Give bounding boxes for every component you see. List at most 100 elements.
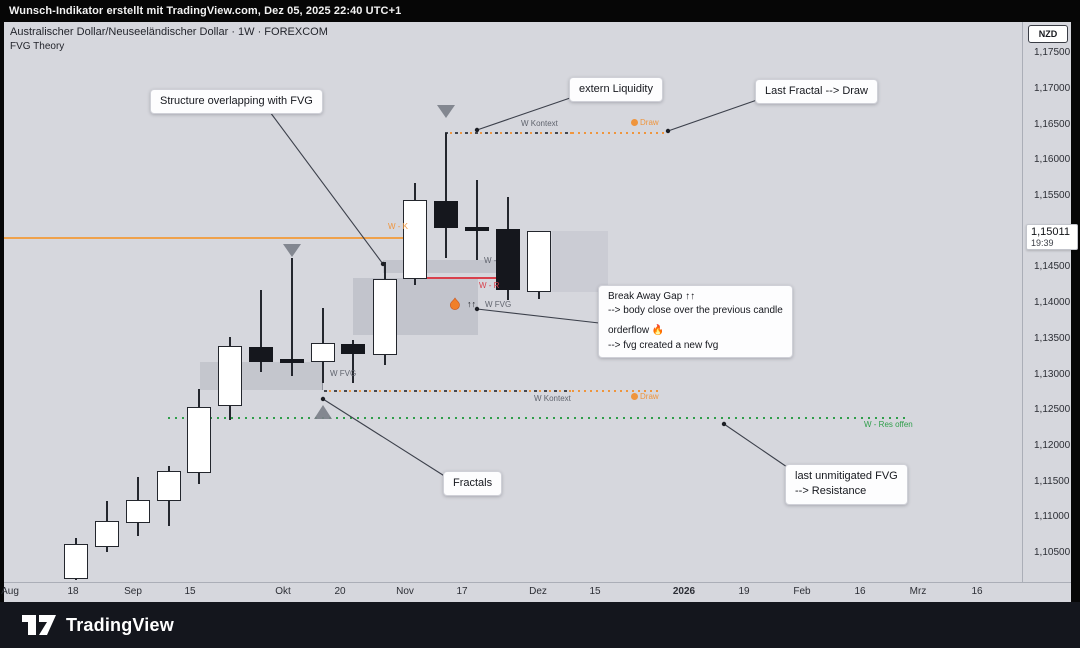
price-tick: 1,14000 xyxy=(1034,297,1071,308)
candle-body xyxy=(496,229,520,290)
candle-body xyxy=(527,231,551,292)
price-tick: 1,16000 xyxy=(1034,154,1071,165)
hline-w-kontext-line-a[interactable] xyxy=(324,390,572,392)
chart-label: ↑↑ xyxy=(467,299,476,309)
candle-body xyxy=(95,521,119,547)
candle-body xyxy=(403,200,427,279)
candle-wick xyxy=(260,290,262,372)
candle xyxy=(218,337,242,420)
tradingview-logo-icon[interactable] xyxy=(22,614,56,636)
symbol-title[interactable]: Australischer Dollar/Neuseeländischer Do… xyxy=(10,26,328,38)
callout-last-fractal[interactable]: Last Fractal --> Draw xyxy=(755,79,878,105)
candle xyxy=(157,466,181,526)
candle xyxy=(341,340,365,383)
time-tick: Okt xyxy=(275,586,291,597)
time-tick: Dez xyxy=(529,586,547,597)
callout-text-line: Fractals xyxy=(453,477,493,489)
candle-wick xyxy=(445,133,447,258)
time-tick: 20 xyxy=(334,586,346,597)
candle-body xyxy=(341,344,365,354)
indicator-title[interactable]: FVG Theory xyxy=(10,41,65,52)
time-tick: Mrz xyxy=(909,586,927,597)
candle-body xyxy=(373,279,397,355)
time-tick: Feb xyxy=(793,586,811,597)
price-tick: 1,12000 xyxy=(1034,440,1071,451)
time-tick: 17 xyxy=(456,586,468,597)
callout-text-line: --> Resistance xyxy=(795,485,867,498)
hline-w-kontext-line-b[interactable] xyxy=(572,390,660,392)
chart-label: W - K xyxy=(388,222,408,231)
candle-body xyxy=(64,544,88,579)
hline-w-res-offen-line[interactable] xyxy=(168,417,908,419)
callout-text-line: Last Fractal --> Draw xyxy=(765,85,868,97)
candle-body xyxy=(218,346,242,406)
fvg-box-w-fvg-upper[interactable] xyxy=(383,260,497,273)
chart-label: W Kontext xyxy=(534,394,571,403)
price-tick: 1,17000 xyxy=(1034,83,1071,94)
callout-fractals[interactable]: Fractals xyxy=(443,471,503,497)
candle-wick xyxy=(352,340,354,383)
candle-body xyxy=(126,500,150,523)
price-tick: 1,12500 xyxy=(1034,404,1071,415)
candle xyxy=(465,180,489,260)
draw-dot-icon xyxy=(631,393,638,400)
hline-extern-liquidity-line-a[interactable] xyxy=(445,132,572,134)
hline-w-kontext-solid[interactable] xyxy=(4,237,403,239)
candle-body xyxy=(187,407,211,473)
callout-structure[interactable]: Structure overlapping with FVG xyxy=(150,89,323,115)
candle xyxy=(95,501,119,552)
last-price-time: 19:39 xyxy=(1031,238,1054,248)
price-tick: 1,13000 xyxy=(1034,369,1071,380)
candle xyxy=(527,231,551,299)
callout-text-line: Structure overlapping with FVG xyxy=(160,95,313,107)
time-tick: 16 xyxy=(971,586,983,597)
hline-w-res-line[interactable] xyxy=(425,277,500,279)
price-tick: 1,14500 xyxy=(1034,261,1071,272)
callout-unmitigated-fvg[interactable]: last unmitigated FVG --> Resistance xyxy=(785,464,908,505)
candle-body xyxy=(311,343,335,362)
callout-text-line: --> body close over the previous candle xyxy=(608,305,783,317)
fvg-box-break-away-gap-box[interactable] xyxy=(353,278,478,335)
callout-text-line: orderflow 🔥 xyxy=(608,325,665,337)
currency-button[interactable]: NZD xyxy=(1028,25,1068,43)
draw-dot-icon xyxy=(631,119,638,126)
candle xyxy=(280,258,304,376)
chart-label: W Kontext xyxy=(521,119,558,128)
last-price-value: 1,15011 xyxy=(1031,226,1070,238)
time-tick: Sep xyxy=(124,586,142,597)
last-price-tag: 1,15011 19:39 xyxy=(1026,224,1078,250)
candle xyxy=(187,389,211,484)
candle xyxy=(64,538,88,580)
callout-break-away-gap[interactable]: Break Away Gap ↑↑ --> body close over the… xyxy=(598,285,793,358)
candle-body xyxy=(465,227,489,231)
price-tick: 1,15500 xyxy=(1034,190,1071,201)
chart-label: Draw xyxy=(631,119,659,127)
price-tick: 1,11500 xyxy=(1034,476,1070,487)
callout-extern-liquidity[interactable]: extern Liquidity xyxy=(569,77,663,103)
callout-text-line: last unmitigated FVG xyxy=(795,470,898,482)
candle xyxy=(373,262,397,365)
price-tick: 1,11000 xyxy=(1034,511,1070,522)
callout-text-line: Break Away Gap ↑↑ xyxy=(608,291,696,302)
chart-legend: Australischer Dollar/Neuseeländischer Do… xyxy=(10,26,328,52)
time-tick: 19 xyxy=(738,586,750,597)
price-tick: 1,10500 xyxy=(1034,547,1071,558)
chart-label: Draw xyxy=(631,393,659,401)
hline-extern-liquidity-line-b[interactable] xyxy=(572,132,668,134)
callout-text-line: --> fvg created a new fvg xyxy=(608,339,719,351)
candle-wick xyxy=(476,180,478,260)
price-tick: 1,17500 xyxy=(1034,47,1071,58)
chart-label: W - R xyxy=(479,281,500,290)
time-tick: 2026 xyxy=(672,586,696,597)
candle xyxy=(249,290,273,372)
fvg-box-current-fvg-box[interactable] xyxy=(552,231,608,292)
callout-text-line: extern Liquidity xyxy=(579,83,653,95)
tradingview-brand[interactable]: TradingView xyxy=(66,614,174,635)
attribution-bar: Wunsch-Indikator erstellt mit TradingVie… xyxy=(0,0,1080,22)
candle xyxy=(311,308,335,383)
chart-label: W - Res offen xyxy=(864,420,913,429)
chart-label: W FVG xyxy=(330,369,357,378)
time-tick: Aug xyxy=(1,586,19,597)
time-tick: 15 xyxy=(589,586,601,597)
